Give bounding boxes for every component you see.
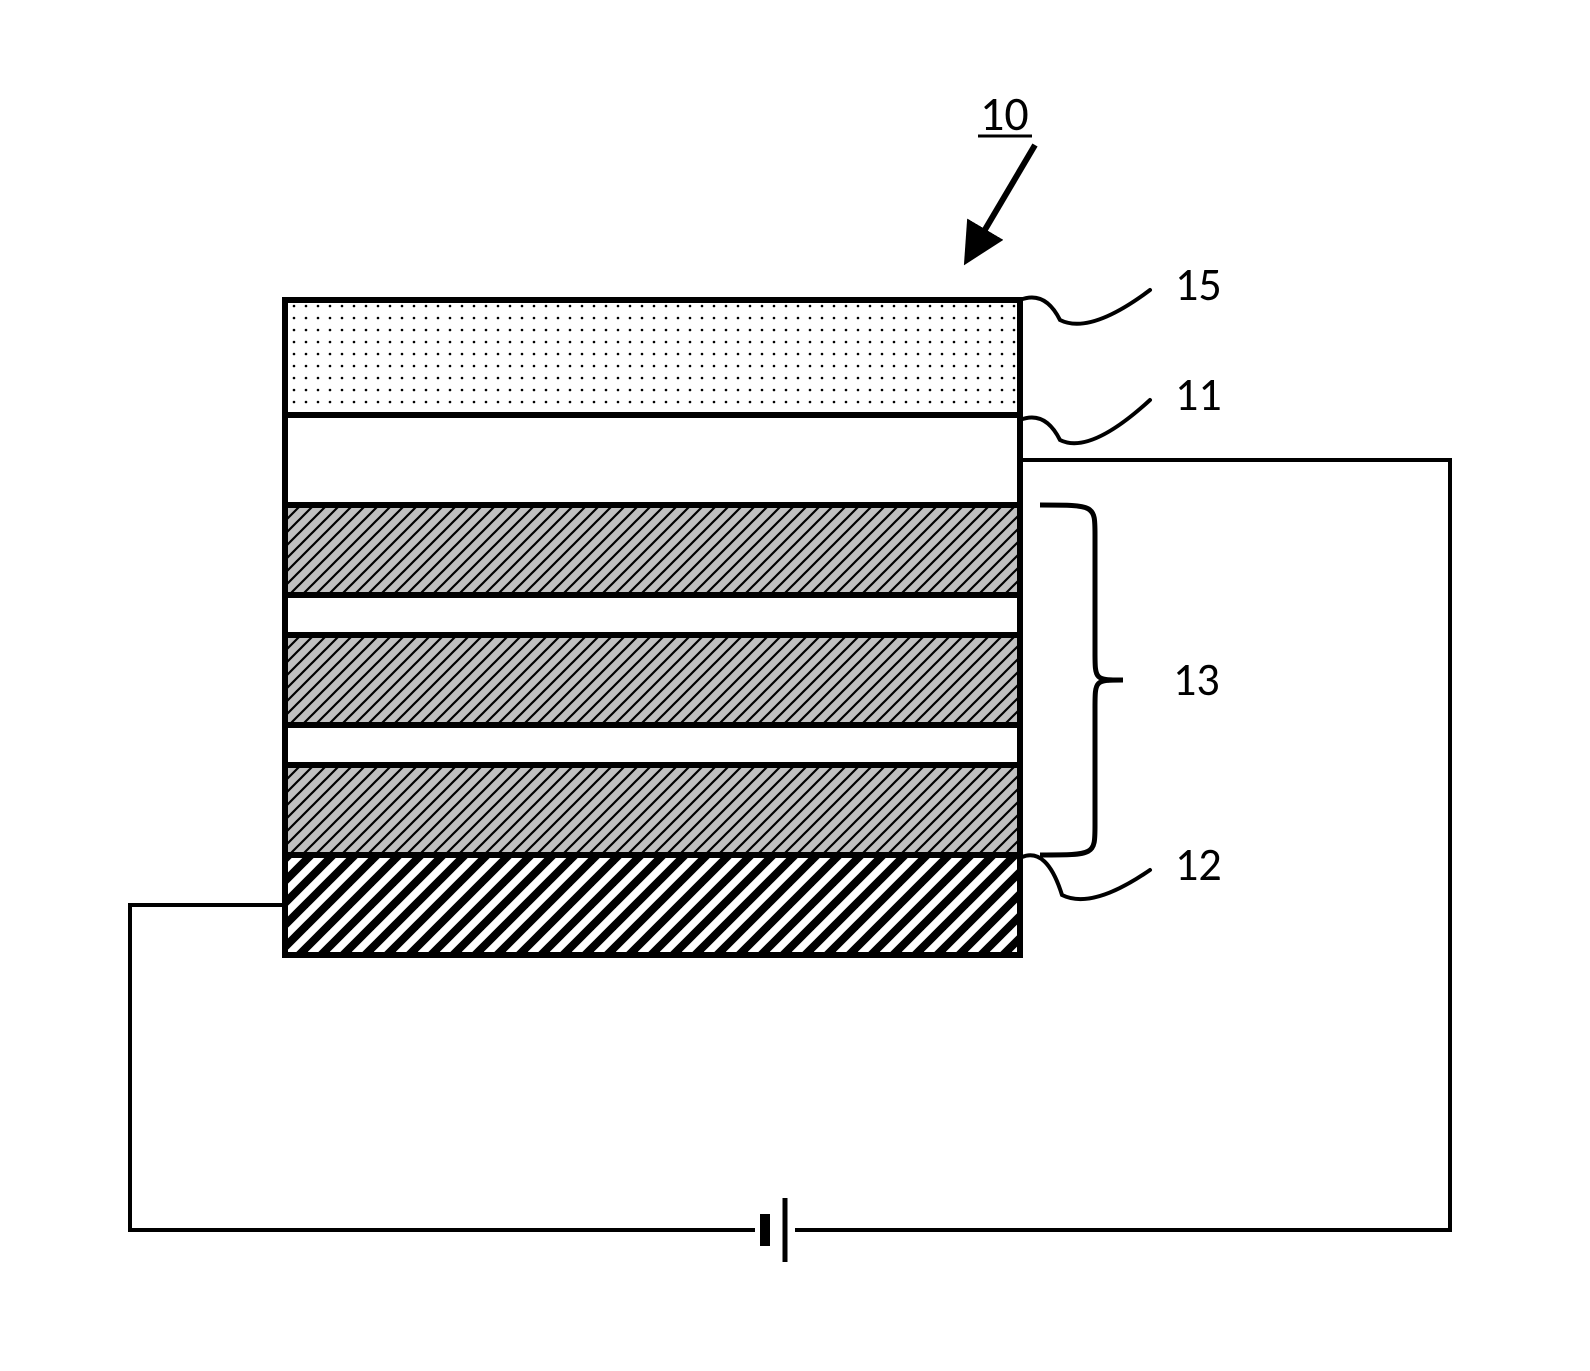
label-13: 13: [1173, 652, 1220, 708]
layer-13b: [285, 635, 1020, 725]
label-15: 15: [1175, 257, 1222, 313]
layer-11: [285, 415, 1020, 505]
layer-12: [285, 855, 1020, 955]
brace-13: [1040, 505, 1123, 855]
label-12: 12: [1175, 837, 1222, 893]
label-11: 11: [1175, 367, 1222, 423]
main-pointer-arrow: [970, 145, 1035, 255]
pointer-arrow-10: [970, 145, 1035, 255]
layer-13c: [285, 765, 1020, 855]
leader-l11: [1020, 400, 1150, 443]
leader-l15: [1020, 290, 1150, 324]
layer-13a: [285, 505, 1020, 595]
leader-l12: [1022, 855, 1150, 899]
layer-15: [285, 300, 1020, 415]
layer-stack: [285, 300, 1020, 955]
brace-group-13: [1040, 505, 1123, 855]
leader-lines: [1020, 290, 1150, 899]
label-main-10: 10: [980, 84, 1029, 143]
